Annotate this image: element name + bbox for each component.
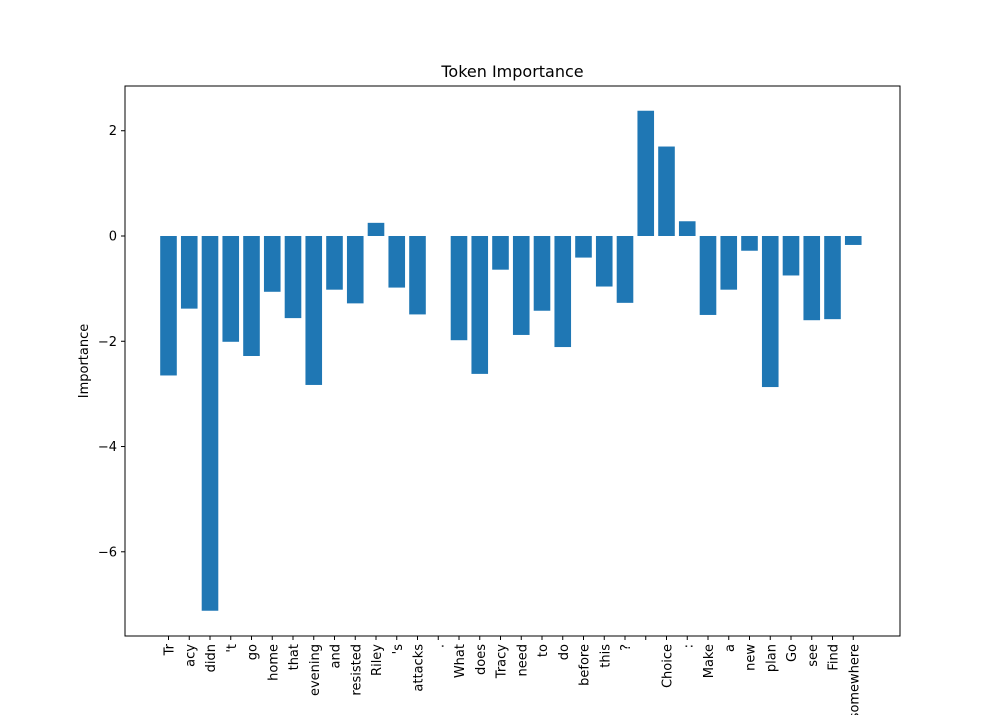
bar-1 <box>180 236 198 309</box>
x-tick-label-18: to <box>536 644 551 657</box>
x-tick-label-17: need <box>515 644 530 677</box>
bar-22 <box>616 236 634 303</box>
bar-19 <box>554 236 572 348</box>
bar-28 <box>741 236 758 251</box>
bar-20 <box>575 236 592 258</box>
bar-25 <box>678 221 696 236</box>
x-tick-label-21: this <box>598 644 613 668</box>
bar-10 <box>367 222 385 236</box>
bar-30 <box>782 236 800 276</box>
bar-15 <box>471 236 489 374</box>
x-tick-label-19: do <box>557 644 572 660</box>
bar-0 <box>160 236 177 376</box>
bar-3 <box>222 236 240 342</box>
y-tick-label-0: 2 <box>109 124 117 139</box>
bar-6 <box>284 236 302 319</box>
bar-14 <box>450 236 468 341</box>
bar-16 <box>492 236 509 270</box>
x-tick-label-25: : <box>681 644 696 648</box>
x-tick-label-15: does <box>474 644 489 675</box>
bars-group <box>160 110 862 611</box>
bar-18 <box>533 236 551 311</box>
x-tick-label-3: 't <box>225 644 240 653</box>
y-tick-label-1: 0 <box>109 230 117 245</box>
x-tick-label-31: see <box>806 644 821 667</box>
bar-7 <box>305 236 323 385</box>
x-tick-label-12: attacks <box>412 644 427 692</box>
x-tick-label-10: Riley <box>370 644 385 676</box>
bar-29 <box>761 236 779 388</box>
bar-5 <box>263 236 281 292</box>
bar-21 <box>595 236 613 287</box>
x-tick-label-24: Choice <box>661 644 676 688</box>
x-tick-label-14: What <box>453 644 468 678</box>
x-tick-label-1: acy <box>183 644 198 667</box>
x-tick-label-4: go <box>246 644 261 660</box>
x-tick-label-2: didn <box>204 644 219 672</box>
x-tick-label-27: a <box>723 644 738 652</box>
bar-2 <box>201 236 219 611</box>
x-tick-label-6: that <box>287 644 302 670</box>
x-tick-label-22: ? <box>619 644 634 651</box>
x-tick-label-32: Find <box>827 644 842 671</box>
bar-12 <box>409 236 426 315</box>
x-tick-label-9: resisted <box>349 644 364 696</box>
x-tick-label-0: Tr <box>163 643 178 656</box>
x-tick-label-11: 's <box>391 644 406 655</box>
bar-8 <box>326 236 343 290</box>
bar-9 <box>346 236 364 304</box>
y-tick-label-3: −4 <box>98 440 117 455</box>
chart-title: Token Importance <box>440 62 583 81</box>
x-tick-label-29: plan <box>764 644 779 672</box>
bar-27 <box>720 236 738 290</box>
y-tick-label-2: −2 <box>98 335 117 350</box>
x-tick-label-5: home <box>266 644 281 681</box>
y-axis-label: Importance <box>77 324 92 399</box>
x-tick-label-7: evening <box>308 644 323 696</box>
bar-26 <box>699 236 717 315</box>
x-axis: Tr acy didn't go home that evening and resisted R… <box>163 636 862 715</box>
bar-32 <box>824 236 841 320</box>
bar-4 <box>243 236 260 356</box>
bar-31 <box>803 236 821 321</box>
y-tick-label-4: −6 <box>98 545 117 560</box>
x-tick-label-13: . <box>432 644 447 648</box>
x-tick-label-16: Tracy <box>495 644 510 679</box>
x-tick-label-33: somewhere <box>847 644 862 715</box>
bar-24 <box>658 146 675 236</box>
bar-33 <box>844 236 862 245</box>
x-tick-label-26: Make <box>702 644 717 678</box>
x-tick-label-28: new <box>744 644 759 671</box>
bar-11 <box>388 236 406 288</box>
x-tick-label-20: before <box>578 644 593 686</box>
y-axis: 2 0 −2 −4 −6 <box>98 124 125 560</box>
plot-frame <box>124 85 901 637</box>
bar-23 <box>637 110 655 236</box>
x-tick-label-30: Go <box>785 644 800 662</box>
bar-17 <box>512 236 530 335</box>
x-tick-label-8: and <box>329 644 344 668</box>
